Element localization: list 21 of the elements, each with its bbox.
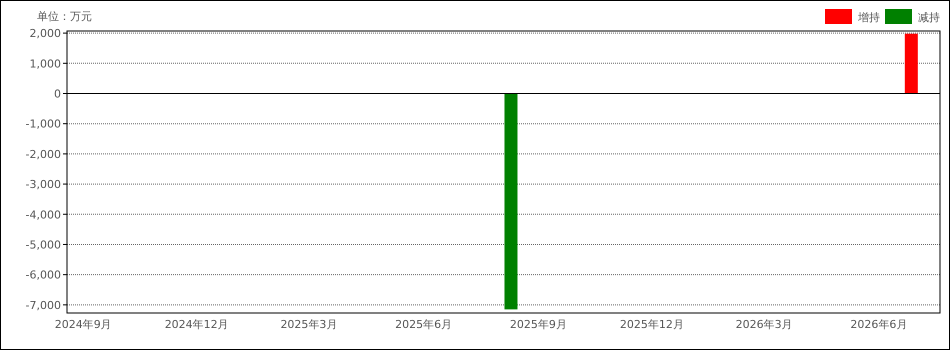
y-tick-label: -7,000 — [26, 298, 61, 312]
x-tick-label: 2025年12月 — [620, 318, 684, 331]
y-tick-label: -4,000 — [26, 208, 61, 222]
legend-label: 增持 — [857, 11, 880, 24]
y-tick-label: 0 — [54, 88, 61, 100]
y-tick-label: -1,000 — [26, 118, 61, 131]
x-tick-label: 2026年3月 — [736, 318, 793, 331]
y-tick-label: 1,000 — [30, 57, 61, 70]
x-tick-label: 2025年3月 — [280, 318, 338, 331]
y-tick-label: -5,000 — [26, 238, 61, 252]
x-tick-label: 2025年9月 — [510, 318, 567, 331]
y-tick-label: -3,000 — [26, 178, 61, 192]
x-tick-label: 2024年9月 — [54, 318, 112, 331]
y-tick-label: -2,000 — [26, 148, 61, 161]
y-tick-label: 2,000 — [30, 27, 61, 40]
x-tick-label: 2024年12月 — [164, 318, 229, 331]
x-tick-label: 2026年6月 — [850, 318, 908, 331]
text: 单位：万元 — [37, 10, 92, 23]
x-tick-label: 2025年6月 — [395, 318, 452, 331]
legend-label: 减持 — [918, 11, 940, 24]
y-tick-label: -6,000 — [26, 268, 61, 282]
